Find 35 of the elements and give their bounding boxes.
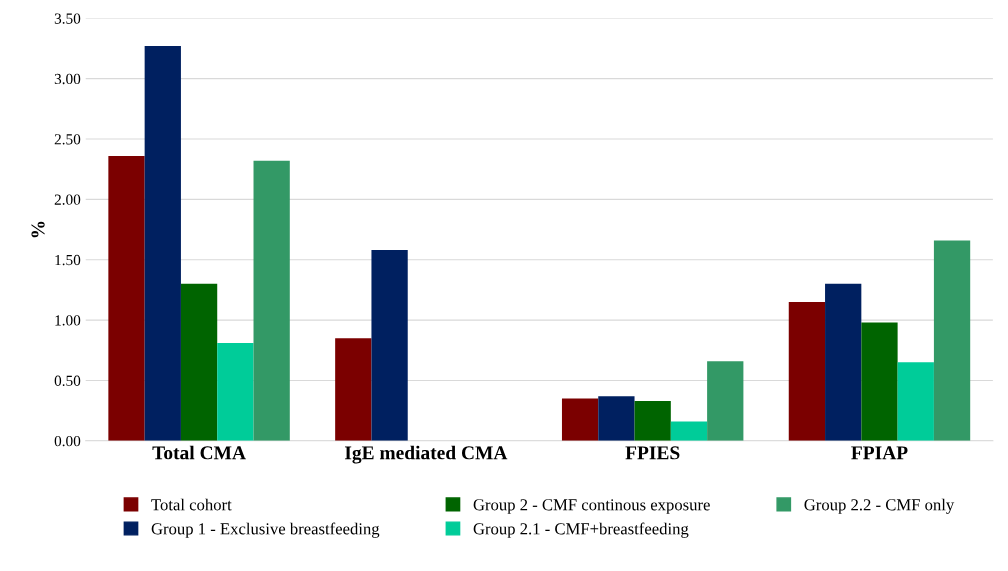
bar — [561, 398, 599, 441]
legend-label: Group 2.2 - CMF only — [804, 498, 955, 514]
x-tick-label: FPIES — [625, 446, 680, 460]
x-tick-label: IgE mediated CMA — [344, 445, 508, 464]
bar — [707, 361, 744, 441]
y-tick-label: 1.50 — [55, 254, 81, 266]
legend-label: Total cohort — [151, 498, 232, 511]
bar — [788, 301, 826, 441]
bar — [108, 155, 145, 441]
bar — [861, 322, 898, 441]
bar — [180, 283, 218, 441]
legend-label: Group 2.1 - CMF+breastfeeding — [473, 522, 689, 538]
bar — [670, 421, 708, 441]
y-tick-label: 1.00 — [55, 315, 81, 326]
legend-label: Group 2 - CMF continous exposure — [473, 499, 710, 514]
y-tick-label: 3.00 — [54, 73, 81, 85]
y-tick-label: 0.50 — [54, 375, 81, 386]
bar — [217, 343, 254, 441]
x-tick-label: Total CMA — [152, 445, 246, 460]
y-tick-label: 0.00 — [54, 435, 81, 447]
bar — [144, 46, 181, 441]
legend-label: Group 1 - Exclusive breastfeeding — [151, 522, 380, 538]
bar — [253, 160, 290, 441]
bar — [933, 240, 971, 441]
bar — [897, 362, 934, 441]
x-tick-label: FPIAP — [851, 446, 908, 460]
y-tick-label: 2.50 — [54, 134, 81, 145]
bar — [371, 250, 408, 441]
bar — [825, 283, 862, 441]
bar — [634, 400, 671, 441]
y-tick-label: 3.50 — [54, 13, 81, 24]
bar — [598, 396, 635, 441]
bar — [335, 338, 372, 441]
y-axis-title: % — [31, 221, 45, 238]
y-tick-label: 2.00 — [54, 194, 81, 205]
